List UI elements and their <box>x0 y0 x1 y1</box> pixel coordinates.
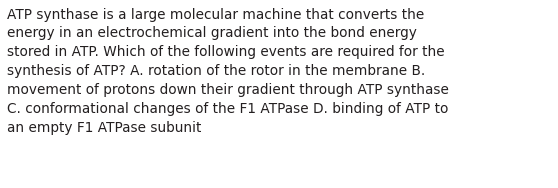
Text: ATP synthase is a large molecular machine that converts the
energy in an electro: ATP synthase is a large molecular machin… <box>7 8 449 135</box>
